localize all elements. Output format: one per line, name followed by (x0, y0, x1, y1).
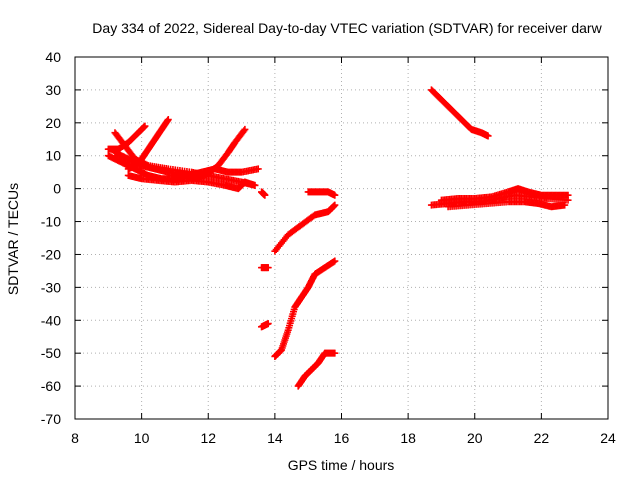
y-tick-label: 30 (45, 82, 61, 98)
x-tick-label: 22 (534, 430, 550, 446)
x-tick-label: 16 (334, 430, 350, 446)
y-tick-label: -20 (41, 246, 61, 262)
data-point (261, 191, 269, 199)
series-arc7 (124, 171, 259, 193)
y-tick-label: 20 (45, 115, 61, 131)
y-tick-label: -60 (41, 378, 61, 394)
y-tick-label: 0 (53, 181, 61, 197)
series-arc10 (258, 320, 272, 331)
y-tick-label: -30 (41, 279, 61, 295)
y-axis-label: SDTVAR / TECUs (5, 183, 21, 295)
data-point (264, 264, 272, 272)
series-arc18 (444, 198, 569, 211)
data-point (331, 201, 339, 209)
data-point (331, 257, 339, 265)
data-point (564, 191, 572, 199)
y-axis-ticks: -70 -60 -50 -40 -30 -20 -10 0 10 20 30 40 (41, 49, 608, 427)
data-point (561, 201, 569, 209)
x-tick-label: 12 (200, 430, 216, 446)
x-tick-label: 20 (467, 430, 483, 446)
y-tick-label: 40 (45, 49, 61, 65)
series-arc15 (427, 86, 492, 140)
series-arc14 (294, 349, 339, 390)
data-point (331, 191, 339, 199)
data-point (164, 116, 172, 124)
y-tick-label: -10 (41, 214, 61, 230)
data-markers (104, 86, 572, 390)
x-tick-label: 10 (134, 430, 150, 446)
data-point (241, 125, 249, 133)
series-arc13 (271, 257, 339, 360)
series-arc9 (258, 264, 272, 272)
data-point (264, 320, 272, 328)
y-tick-label: -70 (41, 411, 61, 427)
data-point (141, 122, 149, 130)
x-tick-label: 8 (71, 430, 79, 446)
data-point (484, 132, 492, 140)
y-tick-label: -50 (41, 345, 61, 361)
series-arc17 (437, 185, 572, 204)
x-axis-label: GPS time / hours (288, 457, 395, 473)
x-tick-label: 18 (400, 430, 416, 446)
series-arc11 (271, 201, 339, 255)
y-tick-label: 10 (45, 148, 61, 164)
data-point (251, 181, 259, 189)
x-tick-label: 24 (600, 430, 616, 446)
data-point (254, 165, 262, 173)
data-point (240, 127, 248, 135)
data-point (331, 349, 339, 357)
series-arc12 (304, 188, 339, 199)
x-tick-label: 14 (267, 430, 283, 446)
chart-title: Day 334 of 2022, Sidereal Day-to-day VTE… (92, 20, 602, 36)
x-axis-ticks: 8 10 12 14 16 18 20 22 24 (71, 57, 616, 446)
y-tick-label: -40 (41, 312, 61, 328)
series-arc8 (258, 188, 269, 199)
